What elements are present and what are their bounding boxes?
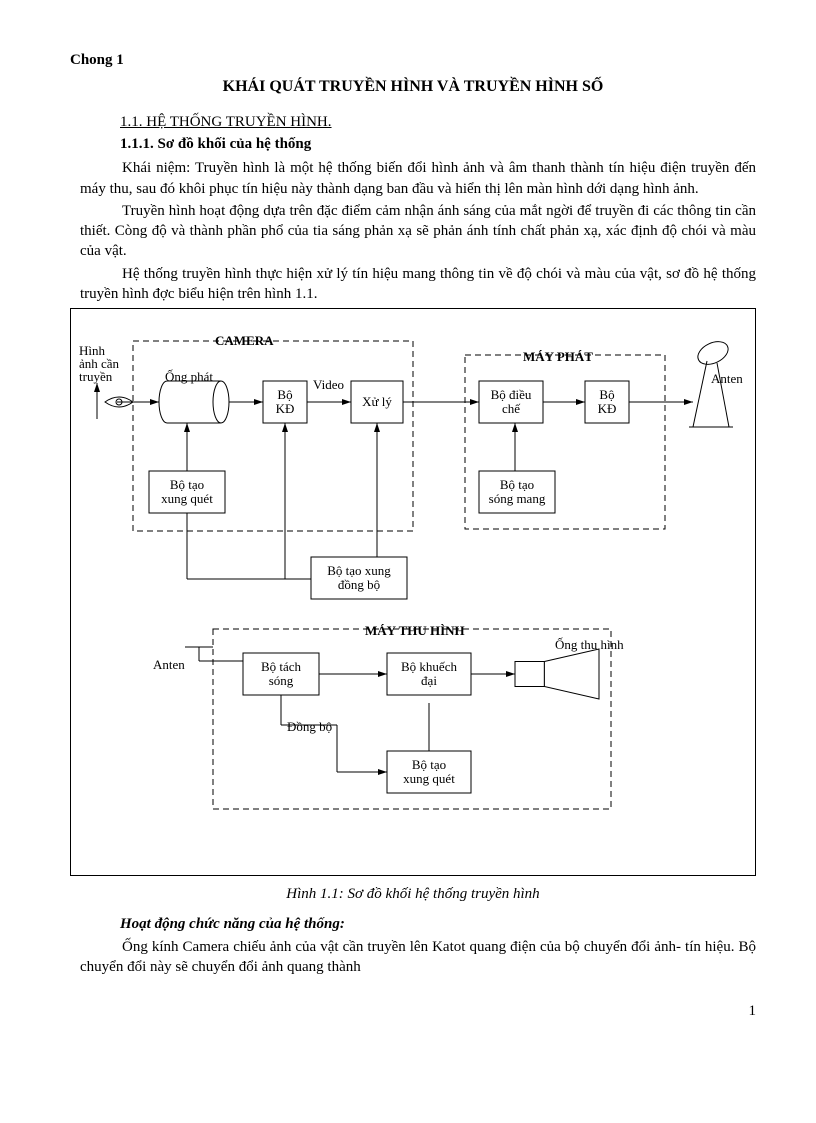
svg-text:Bộ khuếch: Bộ khuếch — [401, 659, 457, 674]
section-1-1-1: 1.1.1. Sơ đồ khối của hệ thống — [120, 134, 756, 154]
svg-text:Bộ tạo: Bộ tạo — [500, 477, 534, 492]
figure-1-1-diagram: BộKĐXử lýBộ điềuchếBộKĐBộ tạoxung quétBộ… — [75, 321, 755, 861]
svg-text:Bộ tách: Bộ tách — [261, 659, 302, 674]
chapter-title: KHÁI QUÁT TRUYỀN HÌNH VÀ TRUYỀN HÌNH SỐ — [70, 76, 756, 98]
svg-text:Bộ tạo: Bộ tạo — [170, 477, 204, 492]
svg-text:Bộ: Bộ — [277, 387, 292, 402]
section-1-1: 1.1. HỆ THỐNG TRUYỀN HÌNH. — [120, 112, 756, 132]
figure-1-1-caption: Hình 1.1: Sơ đồ khối hệ thống truyền hìn… — [70, 884, 756, 904]
svg-text:MÁY PHÁT: MÁY PHÁT — [523, 349, 593, 364]
functional-heading: Hoạt động chức năng của hệ thống: — [120, 914, 756, 934]
svg-text:KĐ: KĐ — [598, 401, 617, 416]
svg-text:Ống phát: Ống phát — [165, 369, 213, 384]
svg-text:xung quét: xung quét — [403, 771, 455, 786]
svg-text:Bộ điều: Bộ điều — [491, 387, 532, 402]
svg-text:Video: Video — [313, 377, 344, 392]
svg-text:xung quét: xung quét — [161, 491, 213, 506]
svg-text:Bộ tạo xung: Bộ tạo xung — [327, 563, 391, 578]
paragraph-2: Truyền hình hoạt động dựa trên đặc điểm … — [80, 201, 756, 262]
svg-text:sóng: sóng — [269, 673, 294, 688]
svg-text:Anten: Anten — [153, 657, 185, 672]
paragraph-1: Khái niệm: Truyền hình là một hệ thống b… — [80, 158, 756, 199]
svg-text:Bộ tạo: Bộ tạo — [412, 757, 446, 772]
svg-text:đồng bộ: đồng bộ — [338, 577, 380, 592]
svg-text:KĐ: KĐ — [276, 401, 295, 416]
page-number: 1 — [70, 1001, 756, 1021]
svg-text:Bộ: Bộ — [599, 387, 614, 402]
svg-text:chế: chế — [502, 401, 521, 416]
svg-text:sóng mang: sóng mang — [489, 491, 546, 506]
svg-text:truyền: truyền — [79, 369, 113, 384]
figure-1-1-container: BộKĐXử lýBộ điềuchếBộKĐBộ tạoxung quétBộ… — [70, 308, 756, 876]
svg-text:đại: đại — [421, 673, 437, 688]
paragraph-4: Ống kính Camera chiếu ảnh của vật cần tr… — [80, 937, 756, 978]
svg-text:MÁY THU HÌNH: MÁY THU HÌNH — [365, 623, 465, 638]
svg-text:Xử lý: Xử lý — [362, 394, 392, 409]
chapter-label: Chong 1 — [70, 50, 756, 70]
svg-text:Anten: Anten — [711, 371, 743, 386]
svg-text:Đồng bộ: Đồng bộ — [287, 719, 332, 734]
paragraph-3: Hệ thống truyền hình thực hiện xử lý tín… — [80, 264, 756, 305]
svg-text:CAMERA: CAMERA — [215, 333, 274, 348]
svg-text:Ống thu hình: Ống thu hình — [555, 637, 624, 652]
